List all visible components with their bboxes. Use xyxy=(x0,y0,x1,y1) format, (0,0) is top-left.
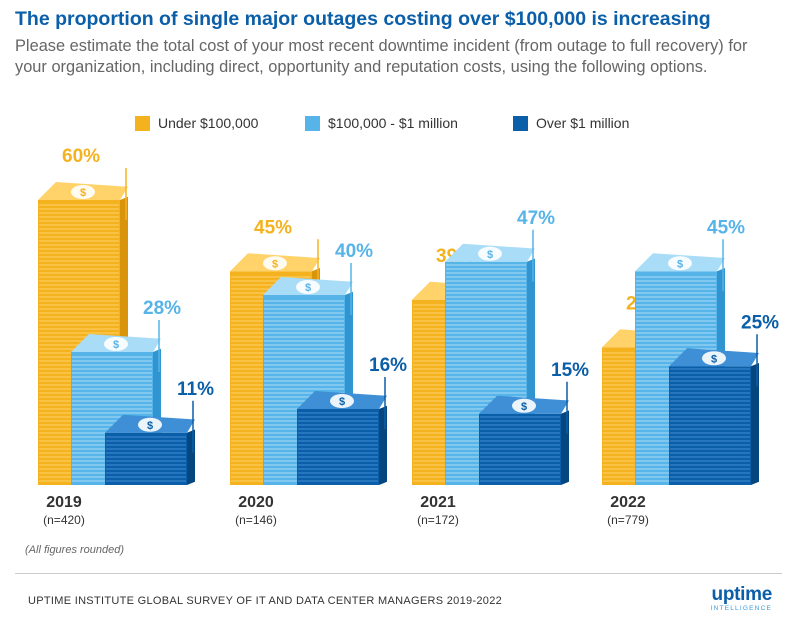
dollar-coin-icon xyxy=(104,337,128,351)
bar-over-1m-2022: $25% xyxy=(669,312,779,485)
bar-side-over-1m-2022 xyxy=(751,363,759,485)
rounding-note: (All figures rounded) xyxy=(25,544,125,556)
data-label-under-100k-2019: 60% xyxy=(62,146,100,167)
dollar-sign-icon: $ xyxy=(677,258,683,270)
bar-face-over-1m-2020 xyxy=(297,409,379,485)
legend-swatch-mid xyxy=(305,115,320,131)
dollar-coin-icon xyxy=(478,246,502,261)
bill-stack-lines xyxy=(298,412,378,482)
source-footer: UPTIME INSTITUTE GLOBAL SURVEY OF IT AND… xyxy=(28,595,503,607)
bar-side-over-1m-2019 xyxy=(187,429,195,485)
dollar-coin-icon xyxy=(71,185,95,199)
bar-over-1m-2020: $16% xyxy=(297,355,407,485)
data-label-mid-2022: 45% xyxy=(707,217,745,238)
sample-size-2022: (n=779) xyxy=(607,513,649,527)
legend-label-over-1m: Over $1 million xyxy=(536,115,630,131)
year-label-2021: 2021 xyxy=(420,494,456,511)
dollar-coin-icon xyxy=(330,394,354,408)
dollar-sign-icon: $ xyxy=(487,249,493,261)
bill-stack-lines xyxy=(106,436,186,482)
dollar-sign-icon: $ xyxy=(80,187,86,199)
dollar-sign-icon: $ xyxy=(521,401,527,413)
bar-face-over-1m-2022 xyxy=(669,366,751,485)
data-label-over-1m-2020: 16% xyxy=(369,355,407,376)
bill-stack-lines xyxy=(670,368,750,482)
uptime-logo: uptime INTELLIGENCE xyxy=(680,584,773,612)
footer-divider xyxy=(15,573,782,574)
logo-subline: INTELLIGENCE xyxy=(710,605,772,612)
dollar-sign-icon: $ xyxy=(113,339,119,351)
chart-subtitle: Please estimate the total cost of your m… xyxy=(15,37,748,76)
dollar-sign-icon: $ xyxy=(147,420,153,432)
data-label-mid-2019: 28% xyxy=(143,298,181,319)
year-group-2019: $60% $28% $11% 2019 (n=420) xyxy=(38,146,214,527)
legend-swatch-under-100k xyxy=(135,115,150,131)
year-group-2022: $29%$45%$25%2022(n=779) xyxy=(602,217,779,527)
year-group-2021: $39%$47%$15%2021(n=172) xyxy=(412,208,589,527)
dollar-coin-icon xyxy=(263,256,287,271)
sample-size-2019: (n=420) xyxy=(43,513,85,527)
dollar-sign-icon: $ xyxy=(339,396,345,408)
legend-label-mid: $100,000 - $1 million xyxy=(328,115,458,131)
sample-size-2021: (n=172) xyxy=(417,513,459,527)
data-label-over-1m-2019: 11% xyxy=(177,379,214,400)
year-label-2020: 2020 xyxy=(238,494,274,511)
dollar-sign-icon: $ xyxy=(272,258,278,270)
dollar-coin-icon xyxy=(702,351,726,366)
legend-item-over-1m: Over $1 million xyxy=(513,115,629,131)
year-label-2019: 2019 xyxy=(46,494,82,511)
year-label-2022: 2022 xyxy=(610,494,646,511)
data-label-over-1m-2021: 15% xyxy=(551,360,589,381)
dollar-coin-icon xyxy=(138,417,162,432)
dollar-coin-icon xyxy=(512,398,536,413)
legend-label-under-100k: Under $100,000 xyxy=(158,115,259,131)
dollar-sign-icon: $ xyxy=(305,282,311,294)
dollar-sign-icon: $ xyxy=(711,353,717,365)
data-label-over-1m-2022: 25% xyxy=(741,312,779,333)
legend-item-mid: $100,000 - $1 million xyxy=(305,115,458,131)
sample-size-2020: (n=146) xyxy=(235,513,277,527)
legend-item-under-100k: Under $100,000 xyxy=(135,115,258,131)
bar-over-1m-2019: $11% xyxy=(105,379,214,485)
legend: Under $100,000 $100,000 - $1 million Ove… xyxy=(0,115,797,135)
data-label-mid-2020: 40% xyxy=(335,241,373,262)
data-label-mid-2021: 47% xyxy=(517,208,555,229)
chart-plot: $60% $28% $11% 2019 (n=420) $45% $40% $16% 2020 (… xyxy=(38,146,779,527)
year-group-2020: $45% $40% $16% 2020 (n=146) xyxy=(230,217,407,527)
bar-over-1m-2021: $15% xyxy=(479,360,589,485)
data-label-under-100k-2020: 45% xyxy=(254,217,292,238)
legend-swatch-over-1m xyxy=(513,115,528,131)
bar-side-over-1m-2020 xyxy=(379,405,387,485)
chart-title: The proportion of single major outages c… xyxy=(15,8,711,30)
bar-side-over-1m-2021 xyxy=(561,410,569,485)
logo-wordmark: uptime xyxy=(711,584,773,605)
dollar-coin-icon xyxy=(296,280,320,294)
dollar-coin-icon xyxy=(668,256,692,271)
bill-stack-lines xyxy=(480,416,560,482)
